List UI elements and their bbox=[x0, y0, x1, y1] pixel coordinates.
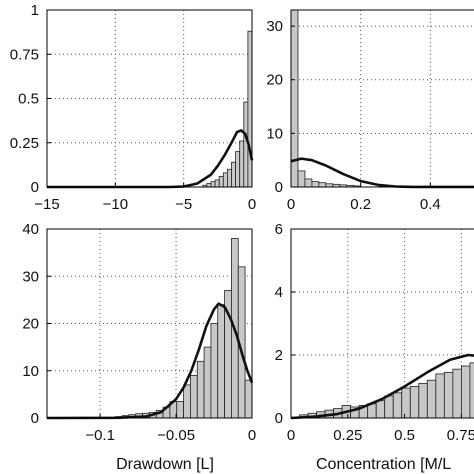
y-tick-label: 1 bbox=[31, 2, 39, 19]
y-tick-label: 30 bbox=[266, 18, 283, 35]
histogram-bar bbox=[297, 170, 306, 188]
histogram-bar bbox=[426, 379, 437, 419]
x-tick-label: 0.75 bbox=[447, 427, 474, 444]
x-tick-label: 0 bbox=[248, 196, 256, 213]
y-tick-label: 6 bbox=[275, 221, 283, 238]
histogram-bar bbox=[214, 179, 220, 188]
y-tick-label: 10 bbox=[266, 125, 283, 142]
histogram-bar bbox=[384, 395, 394, 419]
histogram-bar bbox=[375, 400, 386, 419]
axes-frame bbox=[290, 9, 474, 188]
histogram-bar bbox=[196, 360, 205, 419]
axes-frame bbox=[290, 228, 474, 419]
x-tick-label: 0 bbox=[248, 427, 256, 444]
histogram-bar bbox=[311, 181, 320, 188]
y-tick-label: 20 bbox=[266, 72, 283, 89]
fitted-density-curve bbox=[46, 302, 254, 420]
y-tick-label: 30 bbox=[22, 268, 39, 285]
histogram-bar bbox=[318, 182, 327, 188]
y-tick-label: 0 bbox=[31, 410, 39, 427]
x-tick-label: 0.2 bbox=[350, 196, 371, 213]
x-tick-label: 0.25 bbox=[333, 427, 362, 444]
panel-top-left: −15 −10 −5 0 0 0.25 0.5 0.75 1 bbox=[10, 2, 256, 213]
histogram-bar bbox=[244, 379, 253, 419]
y-tick-label: 0.75 bbox=[10, 46, 39, 63]
histogram-bar bbox=[304, 178, 313, 188]
y-tick-label: 0 bbox=[31, 179, 39, 196]
y-tick-label: 0.5 bbox=[18, 91, 39, 108]
histogram-bar bbox=[231, 161, 236, 188]
histogram-bar bbox=[247, 30, 253, 188]
histogram-bar bbox=[418, 382, 428, 419]
histogram-bar bbox=[218, 175, 224, 188]
x-tick-label: −0.05 bbox=[157, 427, 195, 444]
histogram-bar bbox=[469, 362, 474, 419]
panel-bottom-right: 0 0.25 0.5 0.75 0 2 4 6 bbox=[275, 221, 474, 444]
y-tick-label: 0 bbox=[275, 410, 283, 427]
histogram-bar bbox=[210, 181, 216, 188]
x-tick-label: 0.5 bbox=[394, 427, 415, 444]
histogram-bar bbox=[206, 183, 212, 188]
y-tick-label: 4 bbox=[275, 284, 283, 301]
histogram-bar bbox=[392, 392, 403, 419]
histogram-bar bbox=[217, 304, 225, 419]
x-tick-label: −0.1 bbox=[85, 427, 115, 444]
x-tick-label: 0.4 bbox=[420, 196, 441, 213]
histogram-bar bbox=[183, 384, 191, 419]
histogram-bar bbox=[210, 323, 219, 419]
x-axis-label: Concentration [M/L bbox=[316, 456, 451, 473]
y-tick-label: 0 bbox=[275, 179, 283, 196]
panel-top-right: 0 0.2 0.4 0 10 20 30 bbox=[266, 9, 474, 213]
histogram-bar bbox=[435, 373, 445, 419]
histogram-bar bbox=[452, 368, 462, 419]
histogram-bar bbox=[226, 168, 232, 188]
x-tick-label: −10 bbox=[103, 196, 128, 213]
histogram-bar bbox=[235, 151, 241, 188]
y-tick-label: 40 bbox=[22, 221, 39, 238]
y-tick-label: 2 bbox=[275, 347, 283, 364]
y-tick-label: 10 bbox=[22, 363, 39, 380]
histogram-bar bbox=[190, 375, 198, 419]
x-tick-label: −5 bbox=[175, 196, 192, 213]
histogram-bar bbox=[460, 365, 471, 419]
histogram-bar bbox=[443, 371, 454, 419]
x-tick-label: 0 bbox=[287, 427, 295, 444]
histogram-bar bbox=[239, 140, 245, 188]
panel-bottom-left: −0.1 −0.05 0 0 10 20 30 40 bbox=[22, 221, 256, 444]
histogram-bar bbox=[176, 401, 184, 419]
x-tick-label: −15 bbox=[34, 196, 59, 213]
histogram-bar bbox=[222, 172, 228, 188]
y-tick-label: 20 bbox=[22, 316, 39, 333]
y-tick-label: 0.25 bbox=[10, 135, 39, 152]
histogram-bar bbox=[401, 387, 411, 419]
histogram-bar bbox=[367, 403, 377, 419]
histogram-bar bbox=[409, 386, 420, 419]
histogram-bar bbox=[203, 346, 212, 419]
x-tick-label: 0 bbox=[287, 196, 295, 213]
x-axis-label: Drawdown [L] bbox=[116, 456, 214, 473]
